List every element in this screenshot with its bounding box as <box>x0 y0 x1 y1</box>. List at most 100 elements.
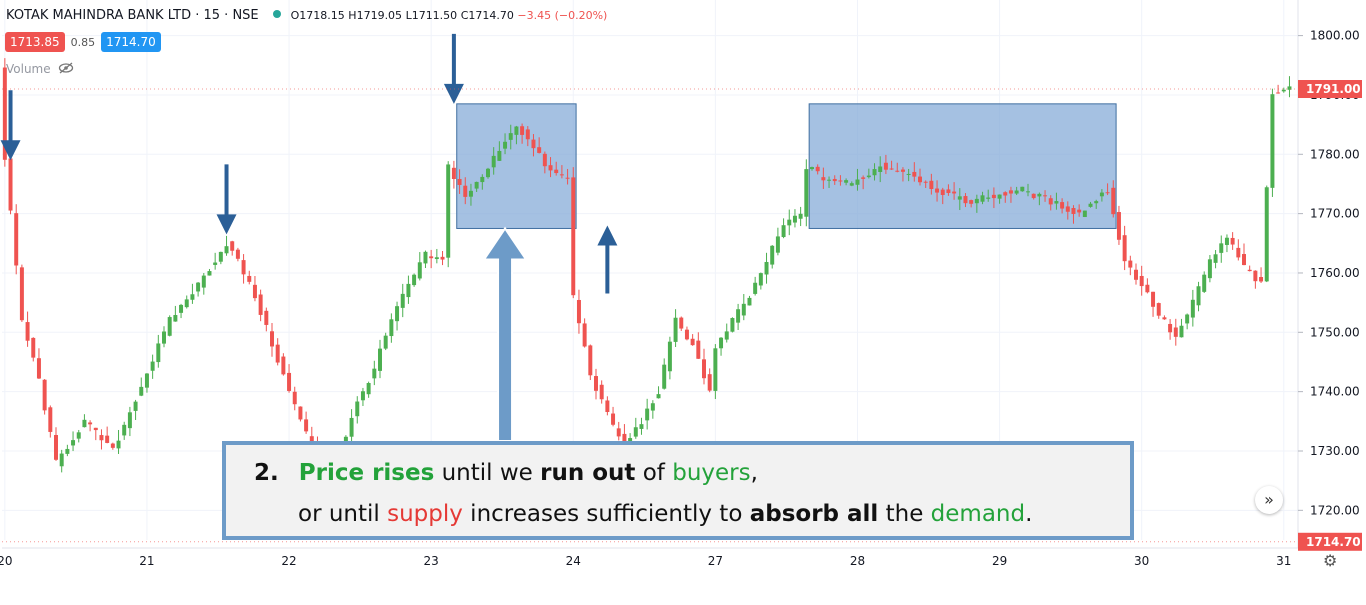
candle-body <box>1060 202 1065 209</box>
candle-body <box>48 407 53 432</box>
price-label: 1791.00 <box>1306 82 1361 96</box>
candle-body <box>1190 299 1195 318</box>
candle-body <box>974 198 979 204</box>
symbol-title[interactable]: KOTAK MAHINDRA BANK LTD · 15 · NSE <box>6 8 259 23</box>
candle-body <box>1276 92 1281 94</box>
candle-body <box>997 194 1002 199</box>
volume-indicator-label[interactable]: Volume <box>6 62 74 76</box>
candle-body <box>900 169 905 172</box>
candle-body <box>446 164 451 258</box>
down-arrow-head <box>443 83 464 104</box>
price-label: 1714.70 <box>1306 535 1361 549</box>
candle-body <box>1071 208 1076 214</box>
candle-body <box>1259 277 1264 282</box>
candle-body <box>287 372 292 391</box>
bid-button[interactable]: 1713.85 <box>5 32 65 52</box>
candle-body <box>349 417 354 437</box>
candle-body <box>8 158 13 211</box>
candle-body <box>503 141 508 149</box>
candle-body <box>491 155 496 168</box>
candle-body <box>912 171 917 177</box>
candle-body <box>639 424 644 429</box>
candle-body <box>1145 284 1150 293</box>
candle-body <box>99 435 104 441</box>
candle-body <box>150 361 155 371</box>
candle-body <box>827 179 832 181</box>
candle-body <box>31 337 36 358</box>
candle-body <box>707 374 712 391</box>
candle-body <box>25 322 30 341</box>
time-tick-label: 29 <box>992 554 1007 568</box>
callout-line-2: or until supply increases sufficiently t… <box>298 501 1032 527</box>
eye-hidden-icon[interactable] <box>58 62 74 74</box>
candle-body <box>1026 191 1030 193</box>
candle-body <box>1253 270 1258 282</box>
candle-body <box>1111 187 1116 215</box>
callout-line1-segment: run out <box>540 460 636 486</box>
price-tick-label: 1760.00 <box>1310 266 1360 280</box>
candle-body <box>127 412 132 429</box>
candle-body <box>201 275 206 288</box>
candle-body <box>736 309 741 323</box>
callout-line-1: 2. Price rises until we run out of buyers… <box>254 460 758 486</box>
candle-body <box>2 67 7 160</box>
candle-body <box>679 317 684 329</box>
candle-body <box>270 331 274 347</box>
candle-body <box>616 428 621 437</box>
candle-body <box>224 246 229 254</box>
candle-body <box>1099 192 1104 197</box>
candle-body <box>702 359 706 379</box>
candle-body <box>36 358 41 379</box>
candle-body <box>395 306 400 322</box>
candle-body <box>275 344 280 363</box>
callout-line1-segment: , <box>750 460 758 486</box>
time-tick-label: 21 <box>139 554 154 568</box>
candle-body <box>42 379 47 411</box>
candle-body <box>719 337 724 349</box>
ask-button[interactable]: 1714.70 <box>101 32 161 52</box>
candle-body <box>1003 192 1008 196</box>
candle-body <box>576 299 581 324</box>
price-tick-label: 1740.00 <box>1310 385 1360 399</box>
candle-body <box>184 299 189 308</box>
candle-body <box>1242 254 1246 266</box>
candle-body <box>1224 237 1229 245</box>
candle-body <box>213 262 218 265</box>
candle-body <box>849 183 854 186</box>
price-tick-label: 1780.00 <box>1310 147 1360 161</box>
candle-body <box>1156 303 1161 316</box>
candle-body <box>122 424 127 436</box>
candle-body <box>417 262 422 279</box>
candle-body <box>918 176 922 183</box>
gear-icon[interactable]: ⚙ <box>1323 551 1338 570</box>
callout-line2-segment: or until <box>298 501 388 527</box>
candle-body <box>1230 237 1235 245</box>
callout-line2-segment: the <box>878 501 931 527</box>
candle-body <box>82 419 87 428</box>
candle-body <box>1179 325 1184 338</box>
candle-body <box>1043 195 1048 197</box>
candle-body <box>1219 243 1224 253</box>
candle-body <box>1196 286 1201 306</box>
candle-body <box>758 273 763 286</box>
candle-body <box>247 275 252 282</box>
high-value: H1719.05 <box>348 9 403 22</box>
candle-body <box>1122 235 1127 262</box>
candle-body <box>986 197 991 199</box>
candle-body <box>730 318 735 332</box>
candle-body <box>895 170 900 172</box>
candle-body <box>684 329 689 340</box>
candle-body <box>156 343 161 363</box>
candle-body <box>548 165 553 171</box>
candle-body <box>832 178 837 182</box>
scroll-to-realtime-button[interactable]: » <box>1255 486 1283 514</box>
candle-body <box>588 345 593 376</box>
market-status-icon <box>272 10 281 18</box>
candle-body <box>241 260 246 275</box>
candle-body <box>514 126 519 135</box>
price-tick-label: 1750.00 <box>1310 325 1360 339</box>
price-tick-label: 1800.00 <box>1310 29 1360 43</box>
candle-body <box>969 200 974 204</box>
candle-body <box>883 162 888 170</box>
